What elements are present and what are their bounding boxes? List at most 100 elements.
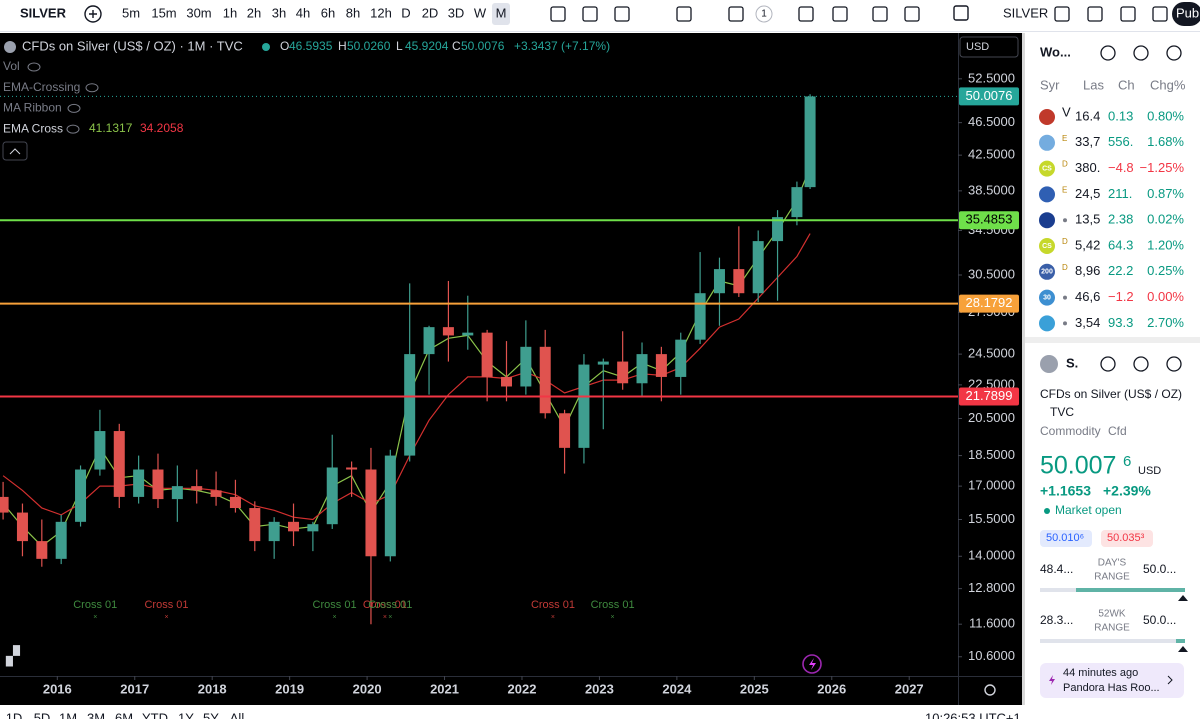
toolbar-icon[interactable] (614, 6, 630, 22)
symbol-icon[interactable] (1039, 238, 1055, 254)
compare-symbol[interactable]: SILVER (1003, 5, 1048, 20)
symbol-icon[interactable] (1039, 109, 1055, 125)
range-button[interactable]: 5Y (203, 710, 219, 719)
candle-body (152, 469, 164, 500)
compare-icon[interactable] (953, 5, 969, 21)
toolbar-icon[interactable] (872, 6, 888, 22)
last-price: 16.4 (1075, 108, 1100, 123)
level-tag (959, 294, 1019, 313)
range-button[interactable]: 3M (87, 710, 105, 719)
toolbar-icon[interactable] (676, 6, 692, 22)
symbol-icon[interactable] (1039, 186, 1055, 203)
last-price: 33,7 (1075, 134, 1100, 149)
collapse-legend[interactable] (2, 141, 28, 161)
detail-action[interactable] (1133, 356, 1149, 372)
change: −1.2 (1108, 289, 1134, 304)
symbol-icon[interactable] (1039, 212, 1055, 229)
layout-count-badge[interactable] (755, 5, 773, 23)
toolbar-icon[interactable] (904, 6, 920, 22)
interval[interactable]: 3h (272, 5, 286, 20)
toolbar-icon[interactable] (832, 6, 848, 22)
watchlist-title[interactable]: Wo... (1040, 44, 1071, 59)
range-pointer (1178, 646, 1188, 652)
candle-body (75, 469, 87, 522)
candle-body (268, 521, 280, 542)
range-button[interactable]: All (230, 710, 245, 719)
interval[interactable]: 12h (370, 5, 392, 20)
interval[interactable]: 30m (186, 5, 211, 20)
visibility-icon[interactable] (85, 83, 99, 93)
x-tick-label: 2024 (662, 681, 692, 696)
range-fill (1176, 639, 1185, 643)
change: 93.3 (1108, 315, 1133, 330)
watchlist-action[interactable] (1166, 45, 1182, 61)
symbol-mark: E (1062, 186, 1067, 195)
settings-icon[interactable] (984, 684, 996, 696)
candle-body (365, 469, 377, 557)
news-card[interactable] (1040, 663, 1184, 698)
symbol-icon[interactable] (1039, 289, 1055, 306)
currency-select[interactable]: USD (966, 41, 989, 53)
candle-body (655, 354, 667, 377)
publish-label[interactable]: Pub (1176, 5, 1199, 20)
detail-logo (1040, 355, 1058, 373)
visibility-icon[interactable] (66, 124, 80, 134)
interval[interactable]: 3D (448, 5, 465, 20)
legend-title: CFDs on Silver (US$ / OZ) · 1M · TVC (22, 38, 243, 53)
candle-body (520, 346, 532, 387)
detail-action[interactable] (1100, 356, 1116, 372)
interval[interactable]: 2D (422, 5, 439, 20)
detail-currency: USD (1138, 465, 1161, 477)
panel-divider (1025, 337, 1200, 343)
symbol-icon[interactable] (1039, 263, 1055, 280)
interval[interactable]: 5m (122, 5, 140, 20)
symbol[interactable]: SILVER (20, 5, 67, 20)
interval[interactable]: 6h (321, 5, 335, 20)
interval[interactable]: 8h (346, 5, 360, 20)
detail-action[interactable] (1166, 356, 1182, 372)
add-symbol[interactable] (84, 5, 102, 23)
toolbar-icon[interactable] (1152, 6, 1168, 22)
candle-body (539, 346, 551, 414)
candle-body (210, 490, 222, 497)
visibility-icon[interactable] (67, 103, 81, 113)
range-button[interactable]: 1Y (178, 710, 194, 719)
toolbar-icon[interactable] (728, 6, 744, 22)
ohlc-value: 45.9204 (405, 39, 449, 53)
toolbar-icon[interactable] (1054, 6, 1070, 22)
candle-body (597, 361, 609, 365)
watchlist-action[interactable] (1133, 45, 1149, 61)
symbol-icon[interactable] (1039, 315, 1055, 332)
range-label: RANGE (1094, 623, 1130, 634)
interval[interactable]: 15m (151, 5, 176, 20)
interval[interactable]: M (496, 5, 507, 20)
currency-box[interactable] (959, 36, 1019, 58)
toolbar-icon[interactable] (798, 6, 814, 22)
symbol-icon[interactable] (1039, 160, 1055, 177)
y-tick-label: 20.5000 (968, 410, 1015, 425)
range-button[interactable]: 6M (115, 710, 133, 719)
alert-icon[interactable] (802, 654, 822, 674)
range-button[interactable]: 1M (59, 710, 77, 719)
ema-fast-value: 41.1317 (89, 121, 133, 135)
interval[interactable]: 2h (247, 5, 261, 20)
interval[interactable]: W (474, 5, 487, 20)
toolbar-icon[interactable] (582, 6, 598, 22)
toolbar-icon[interactable] (1120, 6, 1136, 22)
interval[interactable]: 1h (223, 5, 237, 20)
symbol-icon[interactable] (1039, 134, 1055, 151)
visibility-icon[interactable] (27, 62, 41, 72)
interval[interactable]: 4h (296, 5, 310, 20)
range-button[interactable]: 5D (34, 710, 51, 719)
range-button[interactable]: 1D (6, 710, 23, 719)
cross-marker: × (333, 614, 337, 621)
news-arrow[interactable] (1167, 675, 1173, 685)
publish-button[interactable] (1172, 2, 1200, 26)
range-button[interactable]: YTD (142, 710, 168, 719)
interval[interactable]: D (401, 5, 410, 20)
last-price: 24,5 (1075, 186, 1100, 201)
watchlist-action[interactable] (1100, 45, 1116, 61)
toolbar-icon[interactable] (550, 6, 566, 22)
detail-category: Commodity (1040, 424, 1101, 438)
toolbar-icon[interactable] (1087, 6, 1103, 22)
